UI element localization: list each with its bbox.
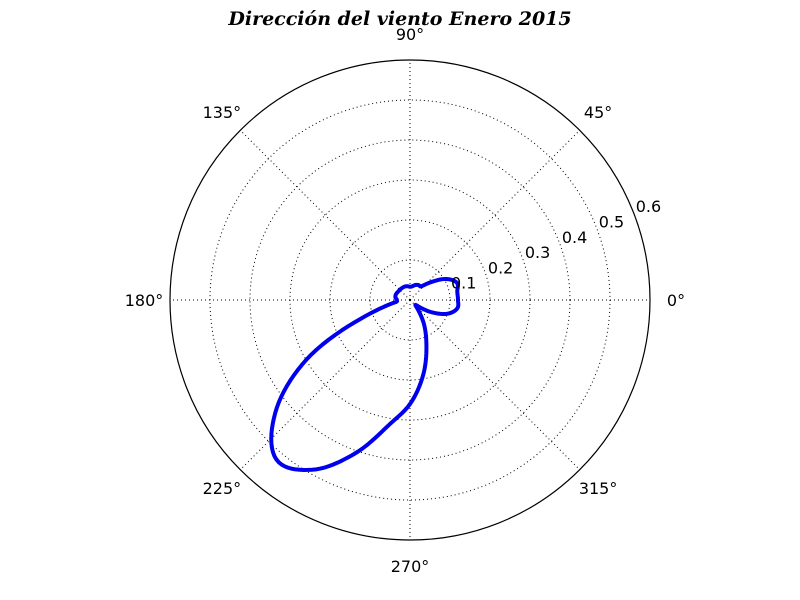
polar-frame bbox=[169, 59, 651, 541]
polar-grid bbox=[170, 60, 650, 540]
chart-title: Dirección del viento Enero 2015 bbox=[228, 8, 572, 30]
angle-tick-label-5: 225° bbox=[203, 479, 242, 498]
polar-origin bbox=[408, 298, 412, 302]
angular-gridline-3 bbox=[239, 129, 411, 301]
tick-labels: 0° 45° 90° 135° 180° 225° 270° 315° 0.1 0.2 0.3 0.4… bbox=[125, 25, 685, 576]
radial-tick-label-1: 0.2 bbox=[488, 258, 513, 277]
radial-tick-label-2: 0.3 bbox=[525, 243, 550, 262]
angle-tick-label-1: 45° bbox=[584, 103, 612, 122]
angle-tick-label-3: 135° bbox=[203, 103, 242, 122]
angular-gridline-7 bbox=[409, 299, 581, 471]
angle-tick-label-0: 0° bbox=[667, 291, 685, 310]
radial-tick-label-3: 0.4 bbox=[562, 228, 587, 247]
radial-tick-label-0: 0.1 bbox=[451, 274, 476, 293]
angular-gridline-5 bbox=[239, 299, 411, 471]
angle-tick-label-7: 315° bbox=[579, 479, 618, 498]
angle-tick-label-2: 90° bbox=[396, 25, 424, 44]
polar-axis bbox=[169, 59, 651, 541]
angle-tick-label-6: 270° bbox=[391, 557, 430, 576]
angular-gridline-1 bbox=[409, 129, 581, 301]
radial-tick-label-4: 0.5 bbox=[599, 212, 624, 231]
radial-tick-label-5: 0.6 bbox=[636, 197, 661, 216]
series-layer bbox=[269, 276, 461, 472]
series-line-0 bbox=[269, 276, 461, 472]
angle-tick-label-4: 180° bbox=[125, 291, 164, 310]
